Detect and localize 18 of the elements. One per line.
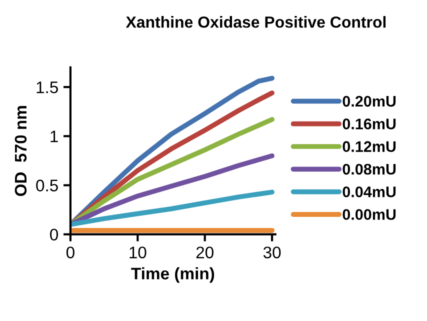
x-tick-label: 0 [66, 246, 74, 258]
legend-label: 0.08mU [342, 164, 396, 175]
y-tick-label: 0.5 [36, 180, 58, 192]
legend-label: 0.12mU [342, 141, 396, 152]
y-axis-title: OD 570 nm [14, 106, 27, 196]
chart-title: Xanthine Oxidase Positive Control [126, 16, 386, 28]
legend-label: 0.00mU [342, 209, 396, 220]
legend-label: 0.16mU [342, 118, 396, 130]
x-tick-label: 10 [130, 246, 146, 258]
y-tick-label: 0 [50, 228, 58, 241]
line-series [70, 190, 274, 227]
y-tick-label: 1.5 [36, 82, 58, 94]
legend-label: 0.04mU [342, 186, 396, 198]
x-axis-title: Time (min) [131, 267, 214, 283]
y-tick-label: 1 [50, 130, 58, 142]
x-tick-label: 20 [196, 246, 214, 258]
x-tick-label: 30 [263, 246, 281, 258]
legend-label: 0.20mU [342, 96, 396, 107]
